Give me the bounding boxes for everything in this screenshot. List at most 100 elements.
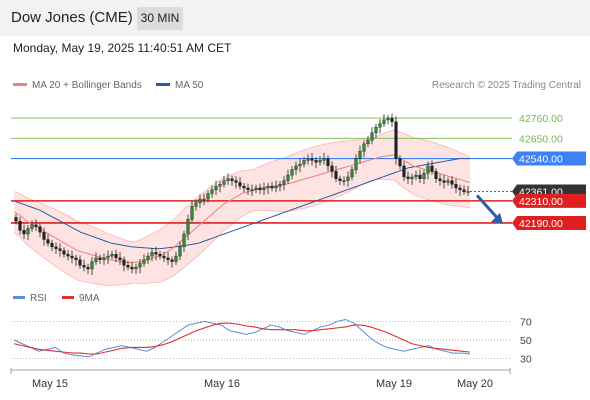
- timeframe-button[interactable]: 30 MIN: [137, 7, 183, 30]
- candle-body: [382, 119, 386, 124]
- candle-body: [118, 257, 122, 260]
- candle-body: [462, 189, 466, 192]
- candle-body: [342, 180, 346, 182]
- candle-body: [94, 257, 98, 262]
- candle-body: [38, 226, 42, 233]
- candle-body: [142, 259, 146, 264]
- candle-body: [270, 185, 274, 189]
- level-label-box: [512, 193, 586, 208]
- candle-body: [438, 178, 442, 181]
- candle-body: [138, 263, 142, 268]
- candle-body: [82, 265, 86, 268]
- legend-rsi-label: RSI: [30, 293, 47, 304]
- candle-body: [374, 127, 378, 133]
- candle-body: [242, 185, 246, 189]
- candle-body: [298, 163, 302, 167]
- candle-body: [194, 202, 198, 207]
- candle-body: [22, 230, 26, 235]
- candle-body: [446, 180, 450, 183]
- x-tick-label: May 15: [32, 378, 68, 390]
- candle-body: [442, 180, 446, 183]
- candle-body: [130, 266, 134, 270]
- candle-body: [162, 255, 166, 259]
- ma20-line: [13, 154, 471, 264]
- candle-body: [282, 180, 286, 185]
- candle-body: [454, 184, 458, 189]
- x-tick-label: May 19: [376, 378, 412, 390]
- legend-9ma-swatch: [62, 295, 74, 299]
- candle-body: [258, 187, 262, 191]
- legend-ma20: MA 20 + Bollinger Bands: [13, 80, 142, 91]
- candle-body: [370, 132, 374, 141]
- level-label-box: [512, 215, 586, 230]
- candle-body: [234, 180, 238, 183]
- candle-body: [278, 184, 282, 187]
- candle-body: [306, 158, 310, 161]
- candle-body: [366, 139, 370, 145]
- candle-body: [386, 117, 390, 121]
- candle-body: [26, 228, 30, 235]
- bollinger-lower: [13, 178, 471, 286]
- candle-body: [122, 259, 126, 266]
- candle-body: [254, 187, 258, 191]
- candle-body: [222, 180, 226, 185]
- candle-body: [406, 176, 410, 180]
- candle-body: [154, 252, 158, 255]
- candle-body: [14, 217, 18, 222]
- level-label-resistance: 42760.00: [519, 113, 563, 125]
- legend-ma50: MA 50: [156, 80, 203, 91]
- candle-body: [42, 231, 46, 240]
- candle-body: [182, 233, 186, 248]
- candle-body: [126, 265, 130, 268]
- legend-9ma: 9MA: [62, 293, 100, 304]
- rsi-tick-label: 70: [520, 316, 532, 328]
- candle-body: [230, 178, 234, 181]
- candle-body: [422, 173, 426, 179]
- bollinger-upper: [13, 129, 471, 243]
- candle-body: [426, 165, 430, 174]
- legend-ma20-label: MA 20 + Bollinger Bands: [32, 80, 142, 91]
- candle-body: [18, 220, 22, 231]
- candle-body: [186, 219, 190, 235]
- candle-body: [98, 257, 102, 260]
- candle-body: [62, 250, 66, 255]
- candle-body: [86, 266, 90, 270]
- candle-body: [70, 255, 74, 259]
- candle-body: [46, 239, 50, 244]
- candle-body: [166, 257, 170, 260]
- candle-body: [326, 158, 330, 167]
- bollinger-band: [14, 129, 470, 286]
- legend-rsi-swatch: [13, 295, 25, 299]
- candle-body: [358, 150, 362, 159]
- candle-body: [378, 123, 382, 128]
- candle-body: [54, 246, 58, 249]
- candle-body: [294, 165, 298, 170]
- candle-body: [66, 254, 70, 257]
- rsi-9ma-line: [13, 322, 471, 355]
- chart-header: Dow Jones (CME) 30 MIN: [0, 0, 590, 36]
- x-tick-label: May 20: [457, 378, 493, 390]
- candle-body: [74, 257, 78, 260]
- legend-ma50-label: MA 50: [175, 80, 204, 91]
- legend-9ma-label: 9MA: [79, 293, 100, 304]
- candle-body: [246, 187, 250, 191]
- candle-body: [30, 224, 34, 229]
- candle-body: [174, 255, 178, 262]
- level-label-text: 42760.00: [519, 113, 563, 125]
- candle-body: [202, 198, 206, 201]
- candle-body: [466, 191, 470, 193]
- candle-body: [338, 178, 342, 181]
- candle-body: [334, 171, 338, 180]
- forecast-arrow-head: [491, 212, 503, 224]
- forecast-arrow-shaft: [475, 194, 501, 221]
- candle-body: [410, 176, 414, 180]
- candle-body: [350, 169, 354, 178]
- rsi-tick-label: 30: [520, 354, 532, 366]
- level-label-support: 42190.00: [512, 215, 586, 230]
- level-label-resistance: 42650.00: [519, 133, 563, 145]
- candle-body: [390, 117, 394, 122]
- candle-body: [218, 184, 222, 187]
- candle-body: [266, 185, 270, 189]
- candle-body: [146, 255, 150, 260]
